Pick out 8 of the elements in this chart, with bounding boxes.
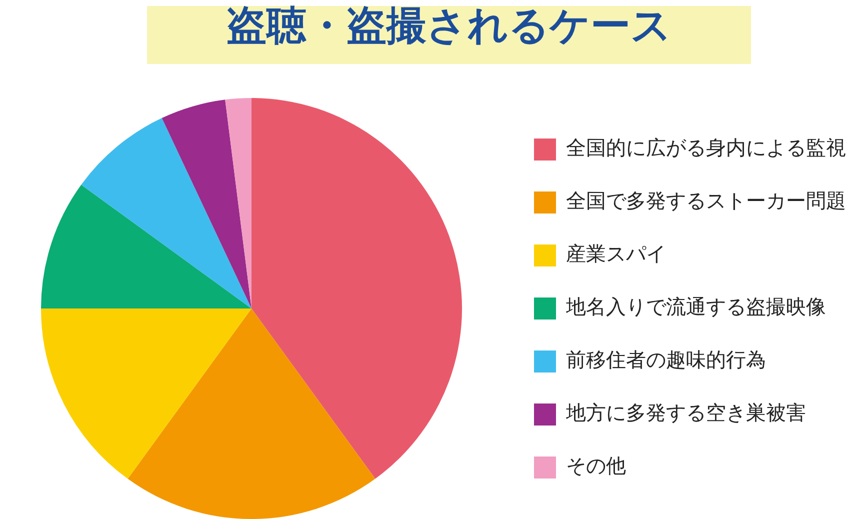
legend-label: 全国的に広がる身内による監視 [566,136,846,160]
legend-label: 産業スパイ [566,242,666,266]
legend-label: 地名入りで流通する盗撮映像 [565,294,826,319]
legend-label: 前移住者の趣味的行為 [566,348,766,372]
legend-label: 全国で多発するストーカー問題 [566,188,846,213]
chart-title: 盗聴・盗撮されるケース [226,2,672,51]
legend-label: 地方に多発する空き巣被害 [565,400,806,425]
legend-label: その他 [566,454,626,478]
